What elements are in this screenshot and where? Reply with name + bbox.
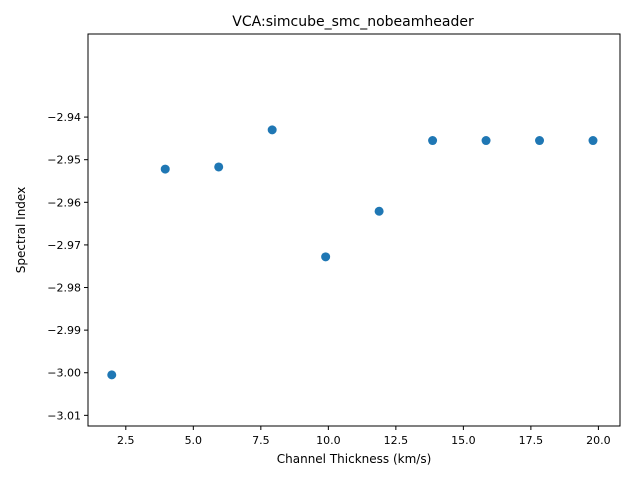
x-tick-label: 7.5 xyxy=(252,434,270,447)
x-axis: 2.5 5.0 7.5 10.0 12.5 15.0 17.5 20.0 xyxy=(117,426,611,447)
y-tick-label: −2.98 xyxy=(47,282,81,295)
y-axis-label: Spectral Index xyxy=(14,187,28,273)
data-point xyxy=(321,252,331,262)
y-tick-label: −2.96 xyxy=(47,196,81,209)
data-points xyxy=(107,125,598,380)
x-tick-label: 2.5 xyxy=(117,434,135,447)
x-tick-label: 20.0 xyxy=(586,434,611,447)
chart-title: VCA:simcube_smc_nobeamheader xyxy=(232,14,474,30)
x-axis-label: Channel Thickness (km/s) xyxy=(277,452,432,466)
x-tick-label: 10.0 xyxy=(316,434,341,447)
data-point xyxy=(428,136,438,146)
y-tick-label: −2.94 xyxy=(47,111,81,124)
data-point xyxy=(160,164,170,174)
y-tick-label: −2.95 xyxy=(47,154,81,167)
y-tick-label: −2.99 xyxy=(47,324,81,337)
y-tick-label: −3.01 xyxy=(47,409,81,422)
data-point xyxy=(481,136,491,146)
x-tick-label: 15.0 xyxy=(451,434,476,447)
data-point xyxy=(374,206,384,216)
y-tick-label: −3.00 xyxy=(47,367,81,380)
plot-frame xyxy=(87,33,621,427)
data-point xyxy=(107,370,117,380)
x-tick-label: 12.5 xyxy=(384,434,409,447)
x-tick-label: 17.5 xyxy=(519,434,544,447)
x-tick-label: 5.0 xyxy=(185,434,203,447)
y-axis: −3.01 −3.00 −2.99 −2.98 −2.97 −2.96 −2.95 −2.94 xyxy=(47,111,88,422)
data-point xyxy=(267,125,277,135)
y-tick-label: −2.97 xyxy=(47,239,81,252)
data-point xyxy=(588,136,598,146)
data-point xyxy=(214,162,224,172)
data-point xyxy=(535,136,545,146)
